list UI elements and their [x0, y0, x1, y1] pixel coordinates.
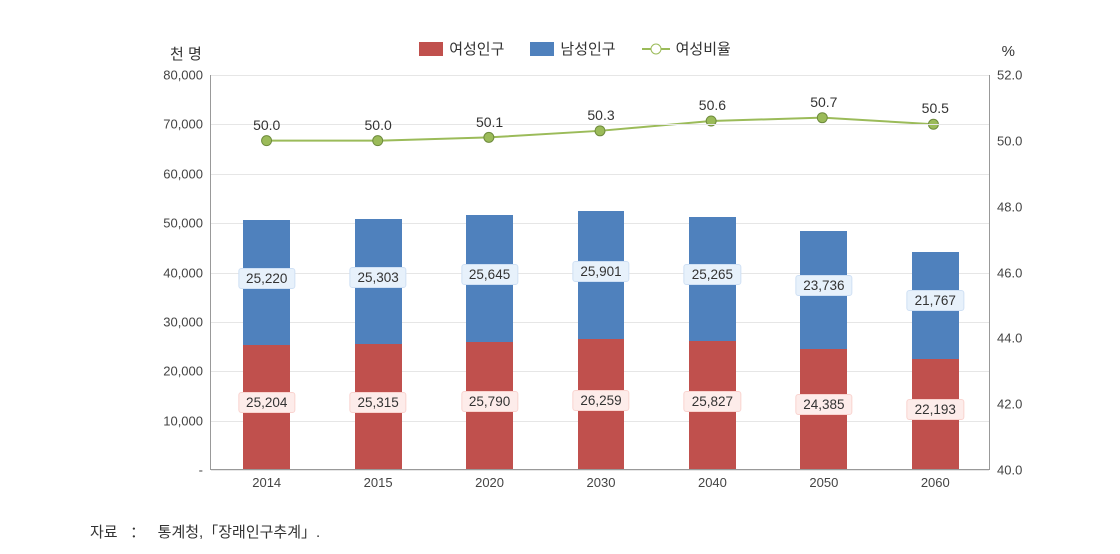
bar-label-female: 25,827	[684, 391, 741, 412]
bar-label-female: 25,204	[238, 392, 295, 413]
line-label-ratio: 50.7	[810, 94, 837, 118]
bar-group	[800, 231, 847, 469]
x-tick: 2030	[587, 469, 616, 490]
y2-tick: 46.0	[989, 265, 1022, 280]
y1-tick: 70,000	[163, 117, 211, 132]
x-tick: 2060	[921, 469, 950, 490]
y2-tick: 52.0	[989, 68, 1022, 83]
legend-item-female: 여성인구	[419, 38, 504, 59]
bar-label-male: 25,645	[461, 264, 518, 285]
bar-label-male: 25,303	[349, 267, 406, 288]
source-sep: ：	[130, 524, 145, 541]
bar-group	[689, 217, 736, 469]
source-note: 자료 ： 통계청,「장래인구추계」.	[90, 521, 320, 542]
y1-tick: 20,000	[163, 364, 211, 379]
bar-group	[355, 219, 402, 469]
gridline	[211, 174, 989, 175]
line-label-ratio: 50.0	[253, 117, 280, 141]
x-tick: 2050	[809, 469, 838, 490]
bar-label-male: 21,767	[907, 290, 964, 311]
legend: 여성인구 남성인구 여성비율	[90, 38, 1060, 59]
y1-tick: 10,000	[163, 413, 211, 428]
y1-tick: 30,000	[163, 314, 211, 329]
line-label-ratio: 50.1	[476, 114, 503, 138]
line-label-ratio: 50.6	[699, 97, 726, 121]
line-label-ratio: 50.3	[587, 107, 614, 131]
bar-label-female: 22,193	[907, 399, 964, 420]
y2-tick: 40.0	[989, 463, 1022, 478]
legend-item-ratio: 여성비율	[642, 38, 731, 59]
line-label-ratio: 50.0	[365, 117, 392, 141]
y2-tick: 44.0	[989, 331, 1022, 346]
x-tick: 2015	[364, 469, 393, 490]
y1-tick: 40,000	[163, 265, 211, 280]
legend-label-ratio: 여성비율	[676, 38, 731, 59]
bar-group	[578, 211, 625, 469]
bar-label-male: 25,265	[684, 264, 741, 285]
x-tick: 2040	[698, 469, 727, 490]
y1-tick: 50,000	[163, 216, 211, 231]
legend-swatch-male	[530, 42, 554, 56]
bar-group	[912, 252, 959, 469]
bar-label-male: 25,901	[572, 261, 629, 282]
bar-label-male: 25,220	[238, 268, 295, 289]
legend-item-male: 남성인구	[530, 38, 615, 59]
y1-tick: -	[199, 463, 211, 478]
y1-tick: 80,000	[163, 68, 211, 83]
bar-label-female: 25,315	[349, 392, 406, 413]
y2-tick: 50.0	[989, 133, 1022, 148]
y2-tick: 42.0	[989, 397, 1022, 412]
chart: 천 명 % 여성인구 남성인구 여성비율 -10,00020,00030,000…	[90, 10, 1060, 500]
source-text: 통계청,「장래인구추계」.	[158, 524, 321, 541]
bar-label-male: 23,736	[795, 275, 852, 296]
bar-group	[466, 215, 513, 469]
bar-label-female: 26,259	[572, 390, 629, 411]
gridline	[211, 75, 989, 76]
legend-swatch-ratio	[642, 48, 670, 50]
line-label-ratio: 50.5	[922, 100, 949, 124]
plot-area: -10,00020,00030,00040,00050,00060,00070,…	[210, 75, 990, 470]
x-tick: 2014	[252, 469, 281, 490]
bar-label-female: 25,790	[461, 391, 518, 412]
bar-label-female: 24,385	[795, 394, 852, 415]
x-tick: 2020	[475, 469, 504, 490]
bar-group	[243, 220, 290, 469]
y1-tick: 60,000	[163, 166, 211, 181]
legend-label-male: 남성인구	[560, 38, 615, 59]
y2-tick: 48.0	[989, 199, 1022, 214]
legend-label-female: 여성인구	[449, 38, 504, 59]
legend-swatch-female	[419, 42, 443, 56]
source-prefix: 자료	[90, 524, 118, 541]
